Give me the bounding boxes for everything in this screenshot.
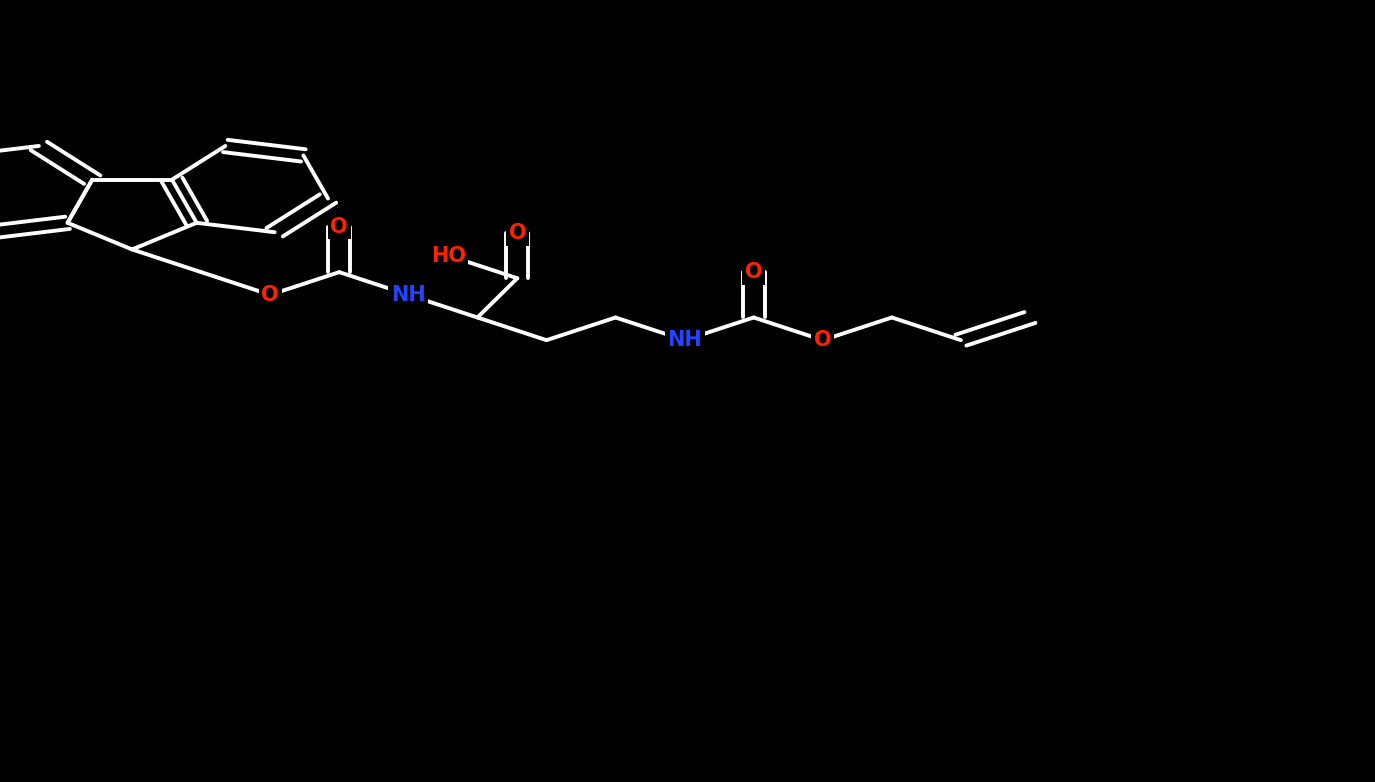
- Text: HO: HO: [430, 246, 466, 266]
- Text: NH: NH: [667, 330, 703, 350]
- Text: NH: NH: [390, 285, 426, 305]
- Text: O: O: [330, 217, 348, 237]
- Text: O: O: [509, 223, 527, 243]
- Text: O: O: [261, 285, 279, 305]
- Text: O: O: [814, 330, 832, 350]
- Text: O: O: [745, 262, 763, 282]
